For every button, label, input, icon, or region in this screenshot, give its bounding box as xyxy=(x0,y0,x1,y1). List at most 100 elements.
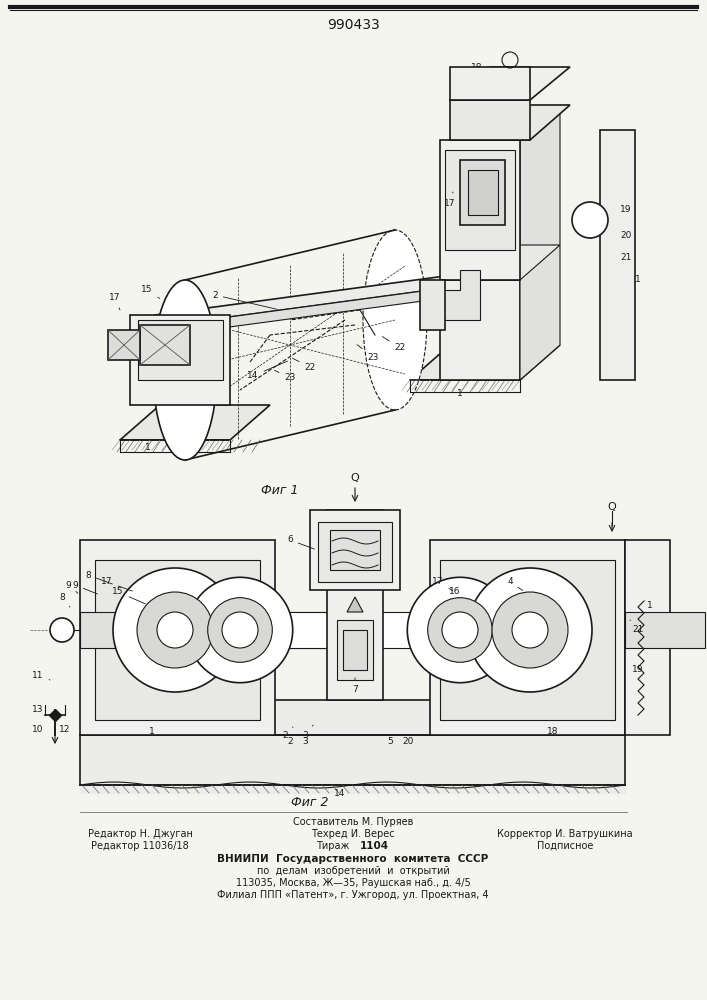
Bar xyxy=(80,540,275,735)
Text: 1: 1 xyxy=(647,600,653,609)
Text: 7: 7 xyxy=(352,678,358,694)
Text: 4: 4 xyxy=(372,534,388,548)
Bar xyxy=(330,530,380,570)
Circle shape xyxy=(50,618,74,642)
Ellipse shape xyxy=(363,230,427,410)
Text: 19: 19 xyxy=(620,206,632,215)
Text: 8: 8 xyxy=(85,570,112,584)
Text: 2: 2 xyxy=(212,290,277,309)
Bar xyxy=(440,560,615,720)
Text: 9: 9 xyxy=(65,580,78,593)
Bar xyxy=(337,620,373,680)
Bar xyxy=(80,735,625,785)
Text: 19: 19 xyxy=(632,666,644,674)
Text: 1: 1 xyxy=(145,442,151,452)
Text: 990433: 990433 xyxy=(327,18,380,32)
Bar xyxy=(150,700,555,735)
Text: 113035, Москва, Ж—35, Раушская наб., д. 4/5: 113035, Москва, Ж—35, Раушская наб., д. … xyxy=(235,878,470,888)
Text: 1: 1 xyxy=(635,275,641,284)
Text: 2: 2 xyxy=(282,727,293,740)
Text: Филиал ППП «Патент», г. Ужгород, ул. Проектная, 4: Филиал ППП «Патент», г. Ужгород, ул. Про… xyxy=(217,890,489,900)
Circle shape xyxy=(222,612,258,648)
Text: Редактор Н. Джуган: Редактор Н. Джуган xyxy=(88,829,192,839)
Text: 14: 14 xyxy=(247,361,288,380)
Bar xyxy=(155,315,190,405)
Bar xyxy=(625,540,670,735)
Bar xyxy=(140,325,190,365)
Text: Тираж: Тираж xyxy=(317,841,353,851)
Bar xyxy=(468,170,498,215)
Bar xyxy=(130,315,230,405)
Text: 17: 17 xyxy=(432,578,452,591)
Text: 3: 3 xyxy=(302,738,308,746)
Text: Q: Q xyxy=(351,473,359,483)
Text: 2: 2 xyxy=(287,738,293,746)
Bar xyxy=(430,540,625,735)
Polygon shape xyxy=(450,105,570,140)
Text: 1104: 1104 xyxy=(360,841,389,851)
Text: Составитель М. Пуряев: Составитель М. Пуряев xyxy=(293,817,413,827)
Text: 10: 10 xyxy=(33,726,44,734)
Circle shape xyxy=(187,577,293,683)
Bar xyxy=(310,510,400,590)
Polygon shape xyxy=(440,245,560,280)
Text: 8: 8 xyxy=(59,592,70,607)
Bar xyxy=(138,320,223,380)
Text: 22: 22 xyxy=(382,337,406,353)
Circle shape xyxy=(468,568,592,692)
Text: 16: 16 xyxy=(460,185,471,200)
Polygon shape xyxy=(440,270,480,320)
Text: 16: 16 xyxy=(449,587,468,603)
Text: 21: 21 xyxy=(630,620,643,635)
Text: 1: 1 xyxy=(149,728,155,736)
Text: 23: 23 xyxy=(357,345,379,361)
Text: 20: 20 xyxy=(620,231,631,239)
Bar xyxy=(420,280,445,330)
Bar xyxy=(450,100,530,140)
Text: Фиг 1: Фиг 1 xyxy=(262,484,299,496)
Circle shape xyxy=(512,612,548,648)
Text: Редактор 11036/18: Редактор 11036/18 xyxy=(91,841,189,851)
Bar xyxy=(343,630,367,670)
Bar xyxy=(95,560,260,720)
Text: 6: 6 xyxy=(287,536,315,549)
Text: 18: 18 xyxy=(547,728,559,736)
Bar xyxy=(278,612,430,648)
Text: 5: 5 xyxy=(352,546,358,554)
Text: 20: 20 xyxy=(402,738,414,746)
Bar xyxy=(445,150,515,250)
Ellipse shape xyxy=(153,280,217,460)
Bar xyxy=(327,510,383,700)
Text: Фиг 2: Фиг 2 xyxy=(291,796,329,808)
Polygon shape xyxy=(120,405,270,440)
Text: 12: 12 xyxy=(59,726,71,734)
Bar xyxy=(108,330,140,360)
Text: 1: 1 xyxy=(457,388,463,397)
Circle shape xyxy=(157,612,193,648)
Polygon shape xyxy=(155,282,490,337)
Text: Q: Q xyxy=(607,502,617,512)
Polygon shape xyxy=(450,67,570,100)
Text: 18: 18 xyxy=(472,64,483,73)
Polygon shape xyxy=(520,105,560,380)
Bar xyxy=(440,140,520,280)
Text: 14: 14 xyxy=(334,788,346,798)
Text: 4: 4 xyxy=(507,578,522,590)
Circle shape xyxy=(492,592,568,668)
Text: 13: 13 xyxy=(33,706,44,714)
Text: 23: 23 xyxy=(274,370,296,382)
Text: 22: 22 xyxy=(293,358,315,371)
Text: 3: 3 xyxy=(302,725,313,740)
Text: 11: 11 xyxy=(33,670,50,680)
Text: 5: 5 xyxy=(387,738,393,746)
Circle shape xyxy=(137,592,213,668)
Polygon shape xyxy=(155,270,490,327)
Text: ВНИИПИ  Государственного  комитета  СССР: ВНИИПИ Государственного комитета СССР xyxy=(217,854,489,864)
Text: 15: 15 xyxy=(141,286,160,298)
Polygon shape xyxy=(410,345,560,380)
Text: по  делам  изобретений  и  открытий: по делам изобретений и открытий xyxy=(257,866,450,876)
Circle shape xyxy=(113,568,237,692)
Text: Подписное: Подписное xyxy=(537,841,593,851)
Text: 17: 17 xyxy=(101,578,132,591)
Circle shape xyxy=(407,577,513,683)
